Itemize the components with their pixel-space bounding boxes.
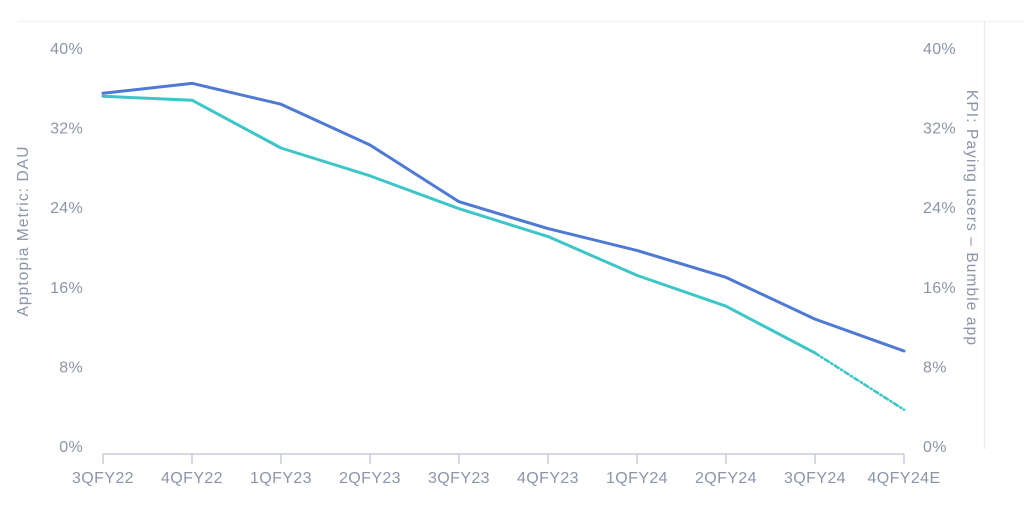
- x-axis-label: 1QFY23: [250, 470, 312, 487]
- x-axis-label: 4QFY22: [161, 470, 223, 487]
- left-axis-tick-label: 16%: [50, 280, 83, 297]
- right-axis-tick-label: 16%: [923, 280, 956, 297]
- x-axis-label: 4QFY24E: [867, 470, 940, 487]
- right-axis-title: KPI: Paying users – Bumble app: [963, 89, 980, 347]
- right-axis-tick-label: 40%: [923, 41, 956, 58]
- right-axis-tick-label: 24%: [923, 200, 956, 217]
- x-axis-label: 4QFY23: [517, 470, 579, 487]
- x-axis-ticks: [102, 454, 905, 464]
- x-axis-label: 2QFY23: [339, 470, 401, 487]
- right-axis-tick-label: 8%: [923, 359, 947, 376]
- left-axis-tick-label: 24%: [50, 200, 83, 217]
- left-axis-tick-label: 32%: [50, 121, 83, 138]
- paying-users-line: [101, 94, 817, 355]
- left-axis-title: Apptopia Metric: DAU: [15, 145, 32, 317]
- x-axis-label: 3QFY22: [72, 470, 134, 487]
- x-axis-labels: 3QFY22 4QFY22 1QFY23 2QFY23 3QFY23 4QFY23 1QFY…: [72, 470, 940, 487]
- left-axis-tick-label: 40%: [50, 41, 83, 58]
- left-axis-tick-label: 8%: [59, 359, 83, 376]
- right-axis-tick-labels: 40% 32% 24% 16% 8% 0%: [923, 41, 956, 456]
- right-axis-tick-label: 0%: [923, 439, 947, 456]
- x-axis-label: 1QFY24: [606, 470, 668, 487]
- x-axis-label: 3QFY23: [428, 470, 490, 487]
- dau-line: [101, 81, 906, 353]
- x-axis-label: 2QFY24: [695, 470, 757, 487]
- left-axis-tick-label: 0%: [59, 439, 83, 456]
- left-axis-tick-labels: 40% 32% 24% 16% 8% 0%: [50, 41, 83, 456]
- paying-users-projection-line: [813, 351, 906, 411]
- x-axis-label: 3QFY24: [784, 470, 846, 487]
- right-axis-tick-label: 32%: [923, 121, 956, 138]
